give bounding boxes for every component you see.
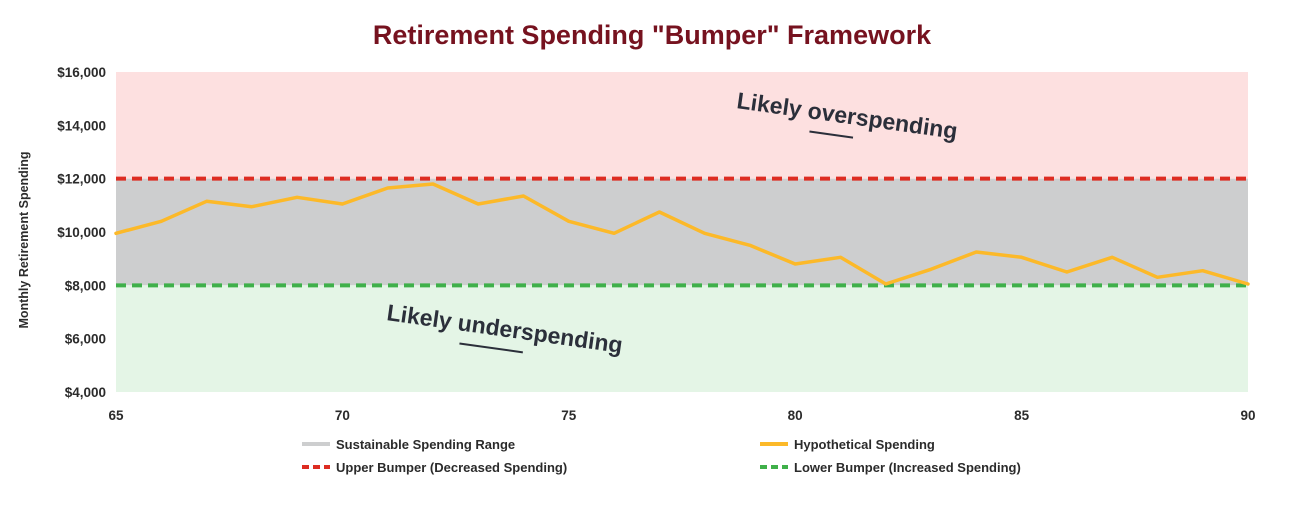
legend-item-sustainable-range: Sustainable Spending Range (302, 437, 515, 452)
y-tick-label: $16,000 (57, 65, 106, 80)
legend-label-lower-bumper: Lower Bumper (Increased Spending) (794, 460, 1021, 475)
underspending-underline (459, 342, 523, 354)
y-tick-label: $6,000 (65, 332, 106, 347)
x-tick-label: 90 (1240, 408, 1255, 423)
y-axis-label: Monthly Retirement Spending (17, 151, 31, 328)
y-tick-label: $14,000 (57, 118, 106, 133)
legend-label-sustainable-range: Sustainable Spending Range (336, 437, 515, 452)
zone-overspending (116, 72, 1248, 179)
bumper-lines (116, 176, 1248, 288)
y-tick-label: $4,000 (65, 385, 106, 400)
overspending-underline (809, 130, 854, 139)
spending-series (114, 182, 1250, 286)
y-tick-label: $12,000 (57, 172, 106, 187)
chart-title: Retirement Spending "Bumper" Framework (373, 20, 932, 50)
x-tick-label: 70 (335, 408, 350, 423)
x-tick-label: 75 (561, 408, 577, 423)
zone-backgrounds (116, 72, 1248, 392)
legend: Sustainable Spending Range Hypothetical … (302, 437, 1021, 475)
y-tick-label: $10,000 (57, 225, 106, 240)
zone-sustainable (116, 178, 1248, 286)
y-axis: $4,000 $6,000 $8,000 $10,000 $12,000 $14,000 $… (57, 65, 106, 400)
y-tick-label: $8,000 (65, 278, 106, 293)
hypothetical-spending-line (114, 182, 1250, 286)
x-tick-label: 85 (1014, 408, 1030, 423)
legend-item-hypothetical-spending: Hypothetical Spending (760, 437, 935, 452)
x-axis: 65 70 75 80 85 90 (108, 408, 1255, 423)
legend-item-upper-bumper: Upper Bumper (Decreased Spending) (302, 460, 567, 475)
legend-label-hypothetical-spending: Hypothetical Spending (794, 437, 935, 452)
x-tick-label: 80 (788, 408, 803, 423)
legend-label-upper-bumper: Upper Bumper (Decreased Spending) (336, 460, 567, 475)
legend-item-lower-bumper: Lower Bumper (Increased Spending) (760, 460, 1021, 475)
zone-underspending (116, 285, 1248, 392)
x-tick-label: 65 (108, 408, 124, 423)
